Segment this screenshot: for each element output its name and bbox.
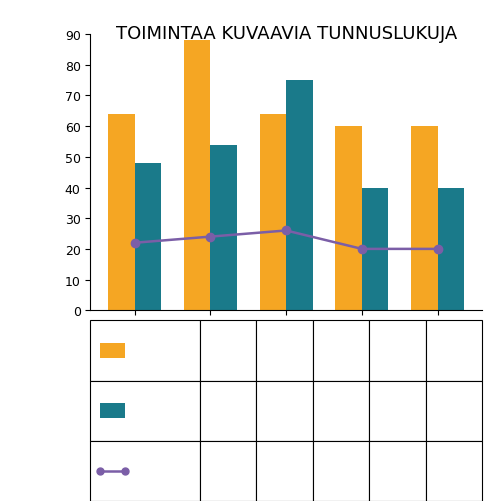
Text: TOIMINTAA KUVAAVIA TUNNUSLUKUJA: TOIMINTAA KUVAAVIA TUNNUSLUKUJA xyxy=(115,25,456,43)
Text: 24: 24 xyxy=(276,464,292,477)
Text: 22: 22 xyxy=(220,464,235,477)
Text: 64: 64 xyxy=(220,344,235,357)
Text: 20: 20 xyxy=(445,464,461,477)
Text: 75: 75 xyxy=(332,404,348,417)
Text: Viranom.päätökset
ja lausunnot: Viranom.päätökset ja lausunnot xyxy=(130,397,248,425)
Bar xyxy=(210,145,236,311)
Text: 54: 54 xyxy=(276,404,292,417)
Text: 60: 60 xyxy=(445,344,461,357)
Bar xyxy=(437,188,463,311)
Text: Taksan mukaan
laskutetut: Taksan mukaan laskutetut xyxy=(130,457,227,485)
Text: 40: 40 xyxy=(445,404,461,417)
Text: Maastokäynnit ja
tarkastukset: Maastokäynnit ja tarkastukset xyxy=(130,337,237,365)
Text: 40: 40 xyxy=(389,404,404,417)
Bar xyxy=(134,164,161,311)
Bar xyxy=(108,115,134,311)
Bar xyxy=(259,115,286,311)
Text: 26: 26 xyxy=(333,464,348,477)
Bar xyxy=(361,188,388,311)
Text: 48: 48 xyxy=(220,404,235,417)
Text: 88: 88 xyxy=(276,344,292,357)
Text: 20: 20 xyxy=(389,464,404,477)
Bar xyxy=(410,127,437,311)
Bar xyxy=(335,127,361,311)
Bar xyxy=(183,41,210,311)
Text: 64: 64 xyxy=(333,344,348,357)
Text: 60: 60 xyxy=(389,344,404,357)
Bar xyxy=(286,81,312,311)
